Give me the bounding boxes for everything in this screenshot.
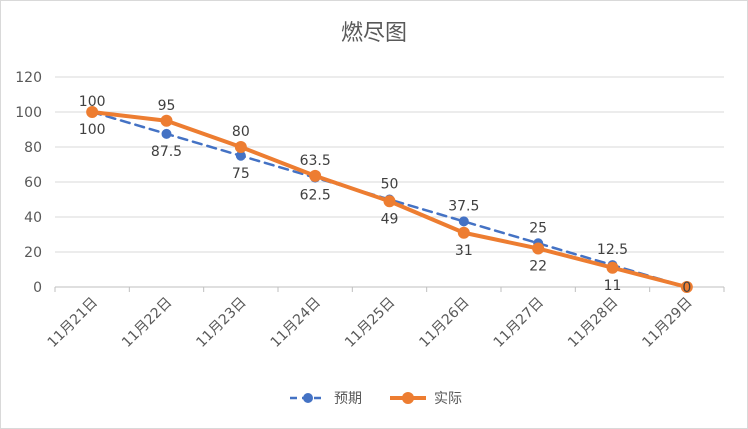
data-label-expected: 87.5 — [151, 144, 182, 160]
data-point-expected — [235, 150, 246, 161]
y-tick-label: 120 — [15, 70, 42, 86]
data-label-expected: 100 — [79, 122, 106, 138]
data-label-expected: 37.5 — [448, 198, 479, 214]
data-point-actual — [309, 169, 322, 182]
y-tick-label: 0 — [33, 280, 42, 296]
chart-title: 燃尽图 — [341, 21, 407, 46]
data-point-actual — [532, 242, 545, 255]
x-tick-label: 11月21日 — [45, 295, 101, 351]
y-tick-label: 20 — [24, 245, 42, 261]
x-tick-label: 11月28日 — [565, 295, 621, 351]
data-point-actual — [680, 281, 693, 293]
legend-label-actual: 实际 — [434, 391, 462, 407]
x-tick-label: 11月23日 — [193, 295, 249, 351]
legend-marker-expected — [303, 393, 313, 403]
x-tick-label: 11月22日 — [119, 295, 175, 351]
y-tick-label: 100 — [15, 105, 42, 121]
data-label-actual: 0 — [682, 280, 691, 296]
x-tick-label: 11月26日 — [416, 295, 472, 351]
data-label-expected: 25 — [529, 220, 547, 236]
x-tick-label: 11月25日 — [342, 295, 398, 351]
data-label-actual: 11 — [604, 278, 622, 294]
data-label-actual: 80 — [232, 124, 250, 140]
data-label-expected: 62.5 — [300, 188, 331, 204]
legend-marker-actual — [402, 392, 414, 404]
data-label-actual: 63.5 — [300, 153, 331, 169]
data-label-expected: 12.5 — [597, 242, 628, 258]
data-label-actual: 100 — [79, 94, 106, 110]
data-label-actual: 22 — [529, 259, 547, 275]
x-tick-label: 11月24日 — [268, 295, 324, 351]
data-point-actual — [234, 141, 247, 153]
x-tick-label: 11月29日 — [639, 295, 695, 351]
y-tick-label: 40 — [24, 210, 42, 226]
data-point-actual — [606, 261, 619, 274]
data-label-actual: 95 — [158, 98, 176, 114]
data-point-expected — [161, 128, 172, 139]
data-point-actual — [383, 195, 396, 208]
legend-label-expected: 预期 — [334, 391, 362, 407]
data-label-actual: 31 — [455, 243, 473, 259]
data-label-expected: 50 — [381, 177, 399, 193]
y-tick-label: 60 — [24, 175, 42, 191]
data-point-actual — [160, 114, 173, 127]
data-label-actual: 49 — [381, 211, 399, 227]
y-tick-label: 80 — [24, 140, 42, 156]
data-label-expected: 75 — [232, 166, 250, 182]
data-point-actual — [86, 106, 99, 118]
data-point-expected — [458, 216, 469, 227]
x-tick-label: 11月27日 — [491, 295, 547, 351]
data-point-actual — [457, 226, 470, 239]
